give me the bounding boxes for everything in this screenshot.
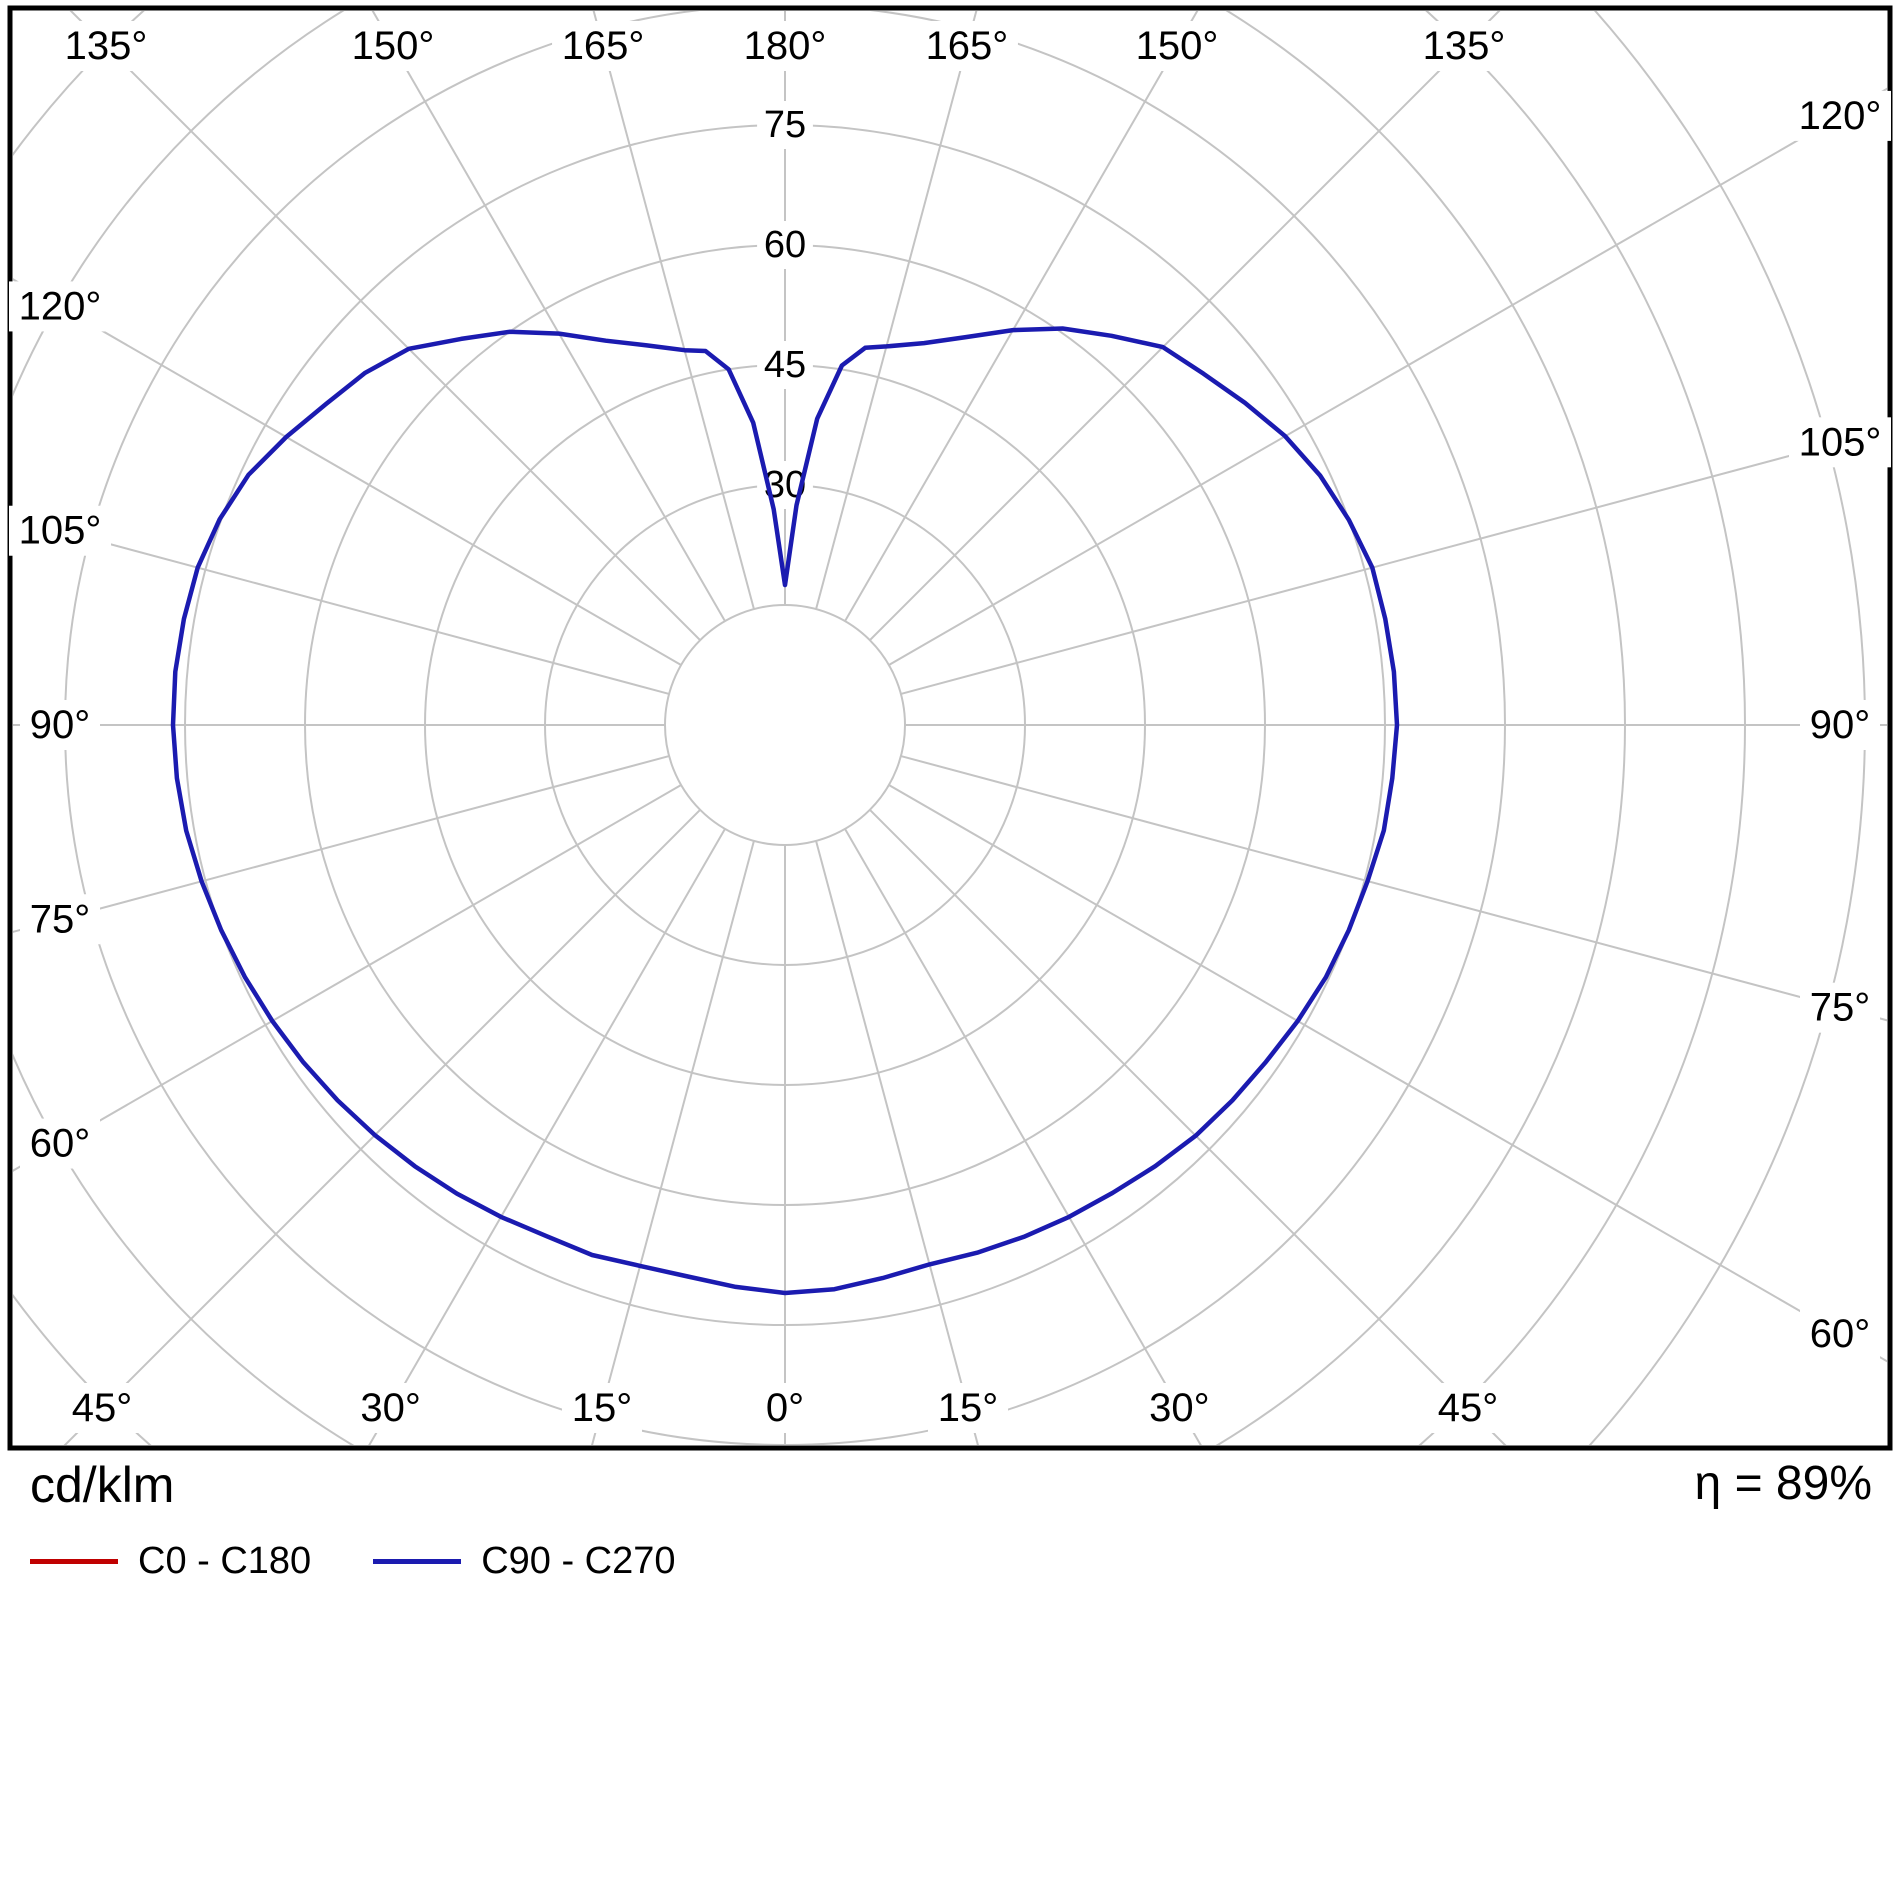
angle-label: 60° — [30, 1122, 91, 1166]
grid-ray — [13, 784, 682, 1172]
angle-label-bg — [756, 1383, 814, 1433]
angle-label-bg — [1800, 700, 1880, 750]
angle-label-bg — [1139, 1383, 1220, 1433]
angle-label: 105° — [1799, 420, 1882, 464]
grid-ray — [869, 809, 1507, 1445]
grid-ray — [888, 784, 1887, 1363]
angle-label: 90° — [30, 703, 91, 747]
angle-label-bg — [552, 21, 655, 71]
angle-label: 30° — [360, 1386, 421, 1430]
angle-label: 105° — [19, 509, 102, 553]
angle-label-bg — [62, 1383, 142, 1433]
radial-tick-label-bg — [757, 341, 813, 389]
angle-label-bg — [915, 21, 1018, 71]
legend-swatch-c90-c270 — [373, 1559, 462, 1564]
angle-label-bg — [1428, 1383, 1508, 1433]
grid-ray — [13, 755, 670, 933]
angle-label: 135° — [65, 24, 148, 68]
legend-label-c0-c180: C0 - C180 — [138, 1540, 312, 1582]
grid-ray — [591, 840, 755, 1445]
grid-ray — [592, 11, 755, 610]
radial-tick-label: 60 — [764, 224, 806, 266]
grid-ray — [869, 11, 1501, 641]
chart-frame-border — [7, 5, 1893, 1451]
angle-label: 75° — [30, 897, 91, 941]
grid-ray — [844, 828, 1202, 1445]
curve-c90-c270 — [170, 326, 1400, 1296]
angle-label-bg — [350, 1383, 431, 1433]
grid-ray — [13, 517, 670, 695]
angle-label: 75° — [1810, 986, 1871, 1030]
angle-label-bg — [734, 21, 836, 71]
angle-label: 15° — [572, 1386, 633, 1430]
radial-tick-label-bg — [757, 101, 813, 149]
legend-label-c90-c270: C90 - C270 — [481, 1540, 676, 1582]
angle-label: 150° — [1136, 24, 1219, 68]
angle-label-bg — [1789, 90, 1891, 141]
angle-label: 15° — [938, 1386, 999, 1430]
angle-label: 165° — [926, 24, 1009, 68]
angle-label: 45° — [1438, 1386, 1499, 1430]
legend: C0 - C180 C90 - C270 — [30, 1540, 676, 1583]
angle-label-bg — [1800, 982, 1880, 1033]
angle-label: 165° — [562, 24, 645, 68]
angle-label: 180° — [744, 24, 827, 68]
angle-label: 0° — [766, 1386, 804, 1430]
curves — [170, 326, 1400, 1296]
legend-swatch-c0-c180 — [30, 1559, 118, 1564]
angle-label: 30° — [1149, 1386, 1210, 1430]
angle-label: 135° — [1423, 24, 1506, 68]
angle-label-bg — [561, 1383, 642, 1433]
grid-ring — [1588, 11, 1866, 1445]
efficiency-label: η = 89% — [1694, 1457, 1872, 1510]
angle-label-bg — [20, 1118, 100, 1169]
radial-tick-label: 75 — [764, 104, 806, 146]
grid-ray — [63, 809, 701, 1445]
angle-label-bg — [9, 281, 111, 332]
grid-ray — [844, 11, 1199, 622]
angle-label-bg — [1800, 1309, 1880, 1360]
grid-ray — [13, 278, 682, 666]
angle-label-bg — [20, 700, 100, 750]
grid-ray — [371, 11, 726, 622]
angle-label: 60° — [1810, 1312, 1871, 1356]
angle-label: 120° — [19, 284, 102, 328]
grid-ray — [815, 11, 978, 610]
radial-tick-label-bg — [757, 221, 813, 269]
angle-label-bg — [1126, 21, 1229, 71]
angle-label: 90° — [1810, 703, 1871, 747]
grid-ray — [900, 428, 1887, 695]
angle-label-bg — [928, 1383, 1009, 1433]
grid-ray — [888, 87, 1887, 666]
grid-ray — [815, 840, 979, 1445]
grid-ray — [69, 11, 701, 641]
angle-label-bg — [341, 21, 444, 71]
axis-labels: 0° 15° 15° 30° 30° 45° 45° 60° 60° 75° 75° 90° 90° 10… — [9, 21, 1891, 1433]
angle-label: 45° — [72, 1386, 133, 1430]
legend-item-c0-c180: C0 - C180 — [30, 1540, 311, 1583]
legend-item-c90-c270: C90 - C270 — [373, 1540, 676, 1583]
angle-label-bg — [1413, 21, 1515, 71]
angle-label-bg — [20, 894, 100, 945]
angle-label: 120° — [1799, 94, 1882, 138]
grid-ring — [664, 604, 906, 846]
angle-label: 150° — [352, 24, 435, 68]
unit-label: cd/klm — [30, 1457, 175, 1513]
grid-ray — [368, 828, 726, 1445]
angle-label-bg — [9, 505, 111, 556]
angle-label-bg — [55, 21, 157, 71]
radial-tick-label: 45 — [764, 344, 806, 386]
grid-ray — [900, 755, 1887, 1022]
angle-label-bg — [1789, 417, 1891, 468]
